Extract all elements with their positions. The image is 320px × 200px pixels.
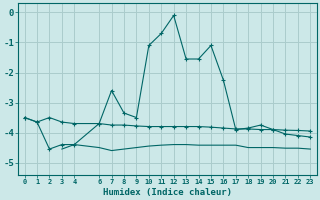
X-axis label: Humidex (Indice chaleur): Humidex (Indice chaleur): [103, 188, 232, 197]
